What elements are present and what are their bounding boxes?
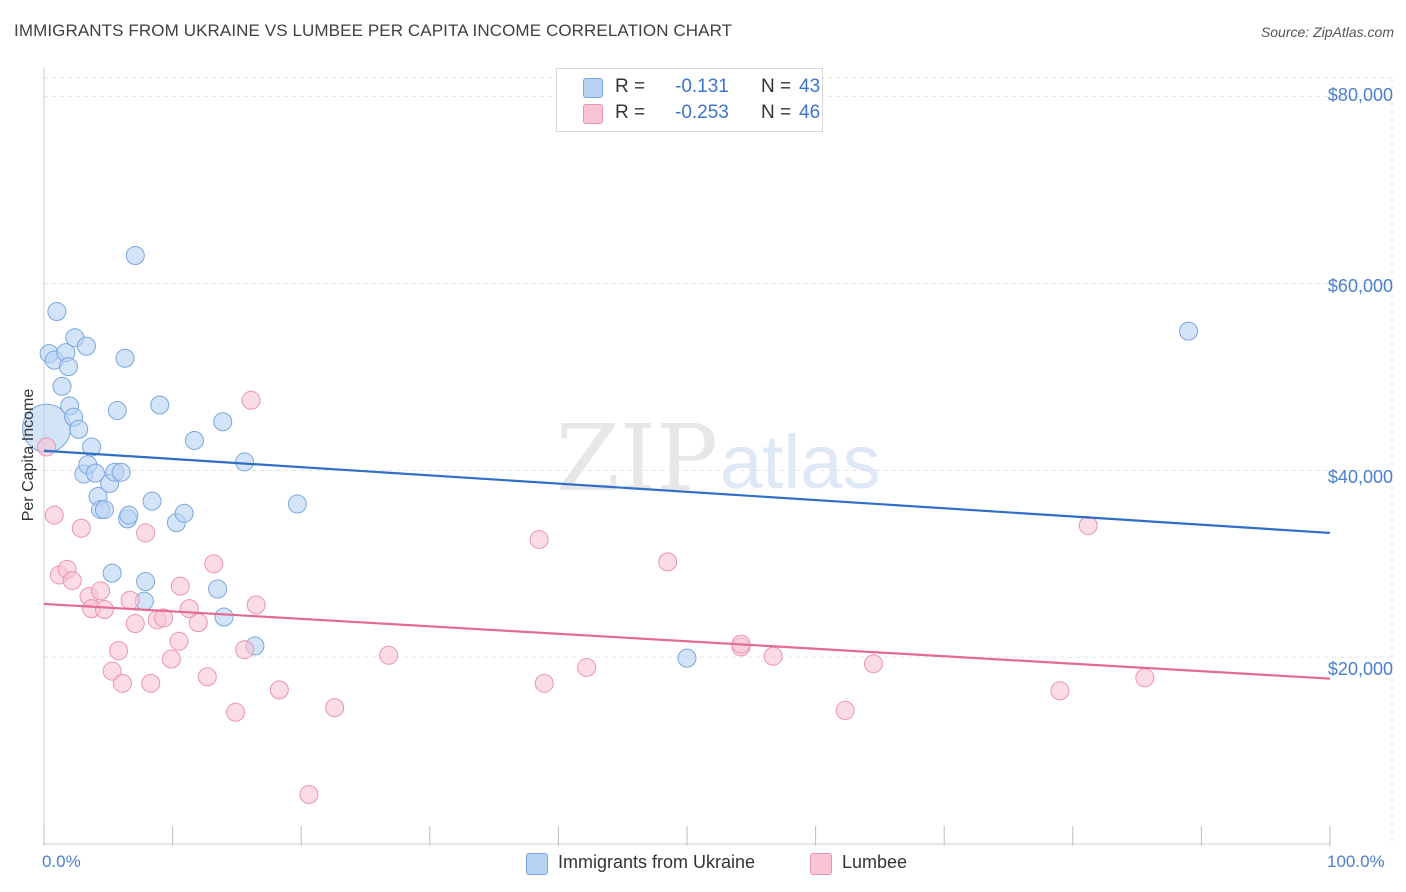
lumbee-point-44 (1078, 515, 1098, 535)
lumbee-point-43 (1050, 681, 1070, 701)
lumbee-point-41 (835, 700, 855, 720)
r-label: R = (615, 102, 646, 123)
chart-title: IMMIGRANTS FROM UKRAINE VS LUMBEE PER CA… (14, 21, 733, 40)
ukraine-point-3 (47, 302, 67, 322)
ukraine-point-15 (85, 463, 105, 483)
lumbee-point-21 (170, 576, 190, 596)
ukraine-point-27 (125, 245, 145, 265)
watermark-atlas: atlas (720, 420, 881, 505)
ukraine-point-37 (214, 607, 234, 627)
ukraine-point-24 (115, 348, 135, 368)
lumbee-point-9 (94, 600, 114, 620)
ukraine-point-26 (119, 505, 139, 525)
stats-legend: R = -0.131 N = 43 R = -0.253 N = 46 (556, 68, 823, 132)
x-tick-label-0: 0.0% (42, 852, 81, 871)
lumbee-point-15 (136, 523, 156, 543)
y-tick-label-80000: $80,000 (1327, 85, 1393, 105)
lumbee-point-40 (763, 646, 783, 666)
watermark-zip: ZIP (556, 405, 718, 512)
ukraine-point-12 (76, 336, 96, 356)
legend-label-lumbee: Lumbee (842, 852, 908, 872)
lumbee-trend-line (43, 602, 1331, 680)
ukraine-point-35 (208, 579, 228, 599)
trend-lines (43, 449, 1331, 680)
lumbee-point-42 (863, 654, 883, 674)
lumbee-point-18 (154, 608, 174, 628)
lumbee-point-34 (529, 529, 549, 549)
r-value-ukraine: -0.131 (675, 76, 729, 97)
lumbee-point-24 (197, 667, 217, 687)
ukraine-point-33 (174, 503, 194, 523)
y-axis-label: Per Capita Income (20, 388, 37, 522)
lumbee-point-25 (204, 554, 224, 574)
lumbee-point-30 (269, 680, 289, 700)
source-label: Source: ZipAtlas.com (1260, 24, 1394, 40)
ukraine-point-30 (142, 491, 162, 511)
lumbee-point-36 (577, 657, 597, 677)
ukraine-point-18 (94, 500, 114, 520)
lumbee-point-23 (188, 613, 208, 633)
lumbee-point-1 (44, 505, 64, 525)
lumbee-point-26 (226, 702, 246, 722)
r-label: R = (615, 76, 646, 97)
ukraine-point-40 (287, 494, 307, 514)
ukraine-point-4 (52, 376, 72, 396)
y-tick-label-20000: $20,000 (1327, 659, 1393, 679)
lumbee-point-37 (658, 552, 678, 572)
lumbee-point-32 (325, 698, 345, 718)
ukraine-point-29 (136, 572, 156, 592)
lumbee-point-4 (62, 571, 82, 591)
y-tick-label-40000: $40,000 (1327, 467, 1393, 487)
y-tick-label-60000: $60,000 (1327, 276, 1393, 296)
ukraine-point-36 (213, 412, 233, 432)
lumbee-point-35 (534, 673, 554, 693)
lumbee-point-8 (91, 581, 111, 601)
lumbee-point-33 (379, 645, 399, 665)
lumbee-point-10 (102, 661, 122, 681)
ukraine-point-10 (69, 419, 89, 439)
lumbee-point-27 (235, 640, 255, 660)
watermark: ZIP atlas (556, 405, 881, 512)
data-points (22, 245, 1199, 804)
lumbee-point-14 (125, 614, 145, 634)
lumbee-point-16 (141, 673, 161, 693)
lumbee-swatch (810, 853, 832, 875)
lumbee-point-19 (161, 649, 181, 669)
ukraine-point-34 (184, 430, 204, 450)
lumbee-point-12 (112, 673, 132, 693)
lumbee-point-45 (1135, 668, 1155, 688)
n-value-ukraine: 43 (799, 76, 821, 97)
ukraine-trend-line (43, 449, 1331, 535)
lumbee-point-5 (71, 518, 91, 538)
ukraine-point-23 (111, 462, 131, 482)
ukraine-swatch (583, 78, 603, 98)
lumbee-point-28 (241, 390, 261, 410)
lumbee-point-20 (169, 631, 189, 651)
lumbee-point-31 (299, 784, 319, 804)
legend-label-ukraine: Immigrants from Ukraine (558, 852, 756, 872)
ukraine-point-20 (102, 563, 122, 583)
lumbee-point-29 (246, 595, 266, 615)
ukraine-point-41 (677, 648, 697, 668)
ukraine-point-31 (150, 395, 170, 415)
lumbee-swatch (583, 104, 603, 124)
lumbee-point-0 (37, 437, 57, 457)
lumbee-point-13 (120, 590, 140, 610)
n-label: N = (761, 102, 792, 123)
ukraine-swatch (526, 853, 548, 875)
ukraine-point-6 (58, 357, 78, 377)
x-tick-label-100: 100.0% (1327, 852, 1385, 871)
ukraine-point-14 (82, 437, 102, 457)
ukraine-point-22 (107, 401, 127, 421)
n-value-lumbee: 46 (799, 102, 821, 123)
n-label: N = (761, 76, 792, 97)
ukraine-point-38 (235, 452, 255, 472)
r-value-lumbee: -0.253 (675, 102, 729, 123)
lumbee-point-11 (109, 641, 129, 661)
ukraine-point-42 (1179, 321, 1199, 341)
